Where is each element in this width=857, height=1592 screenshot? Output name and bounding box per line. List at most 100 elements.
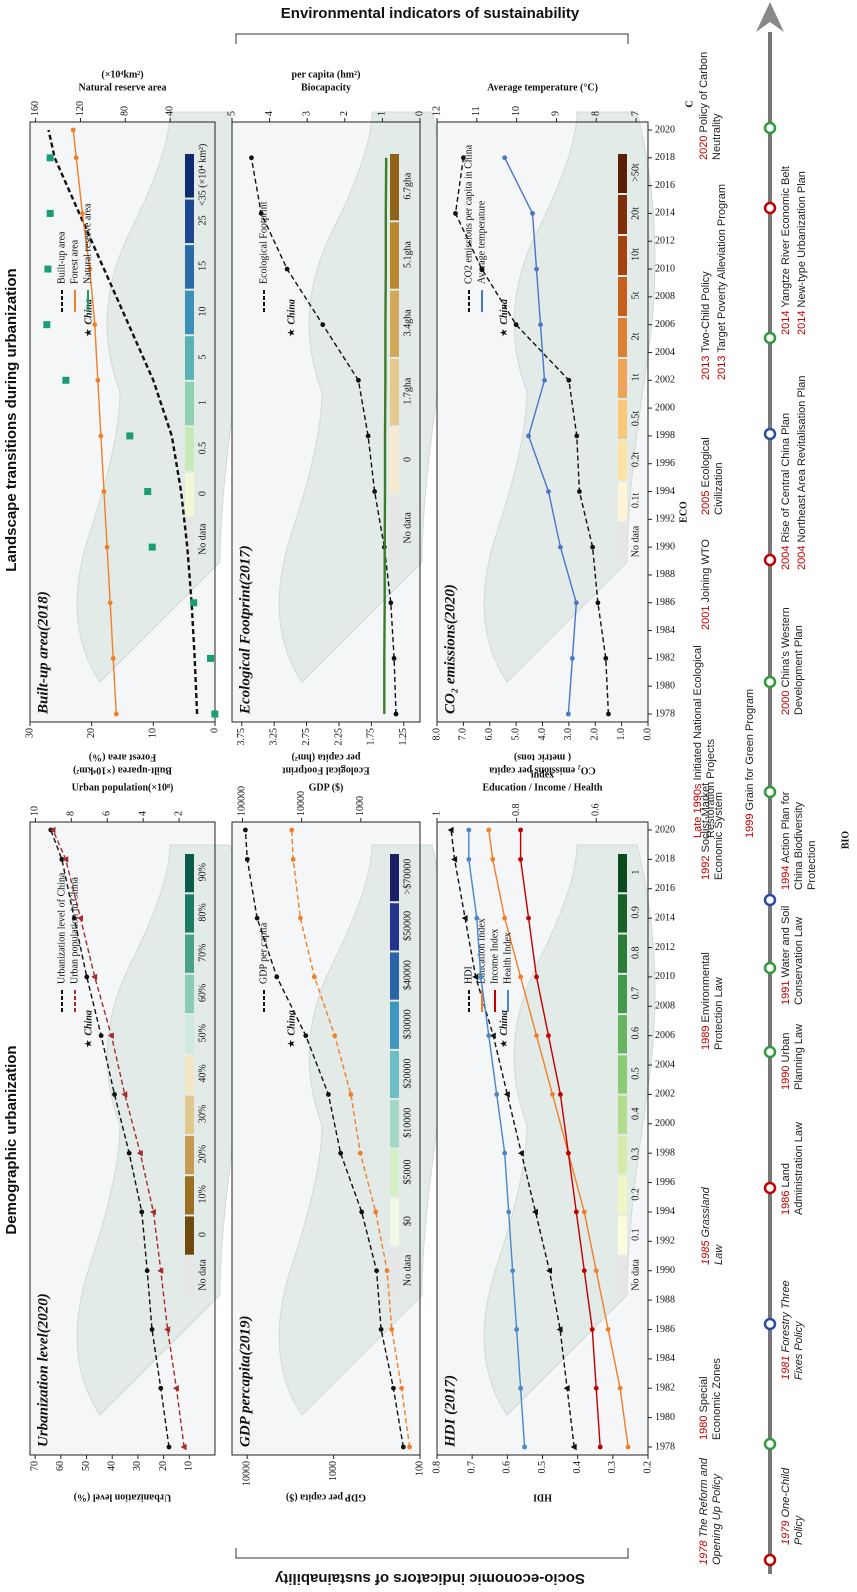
map-legend-swatch bbox=[185, 1095, 194, 1134]
marker bbox=[357, 1150, 363, 1156]
event-text: 1990 Urban Planning Law bbox=[780, 1006, 806, 1090]
marker bbox=[242, 827, 248, 833]
y-tick-label: 0.4 bbox=[572, 1461, 583, 1474]
group-heading: Socio-economic indicators of sustainabil… bbox=[274, 1570, 585, 1587]
plot-frame bbox=[29, 121, 216, 723]
event-year: 2005 bbox=[700, 490, 712, 515]
map-legend-label: 0.6 bbox=[630, 1027, 641, 1040]
marker bbox=[136, 1149, 143, 1157]
map-legend-swatch bbox=[618, 1216, 627, 1255]
map-legend-label: 30% bbox=[197, 1105, 208, 1123]
y-tick-label: 8.0 bbox=[431, 728, 442, 741]
marker bbox=[46, 154, 54, 162]
timeline-node bbox=[763, 1181, 777, 1195]
marker bbox=[603, 655, 609, 661]
marker bbox=[486, 827, 492, 833]
marker bbox=[593, 1268, 599, 1274]
x-tick-label: 1998 bbox=[655, 1147, 675, 1158]
map-legend-swatch bbox=[618, 974, 627, 1014]
y-tick-label: 4.0 bbox=[537, 728, 548, 741]
map-legend-swatch bbox=[185, 1055, 194, 1094]
event-text: 2013 Target Poverty Alleviation Program bbox=[716, 140, 729, 380]
map-legend-label: 0.5t bbox=[630, 411, 641, 427]
y-tick-label: 2.25 bbox=[333, 728, 344, 746]
x-tick-label: 1986 bbox=[655, 1324, 675, 1335]
china-star: ★ bbox=[83, 1039, 94, 1048]
x-tick-label: 1994 bbox=[655, 1206, 675, 1217]
map-legend-swatch bbox=[618, 400, 627, 439]
marker bbox=[172, 1385, 179, 1392]
map-legend-swatch bbox=[185, 894, 194, 933]
marker bbox=[460, 155, 466, 161]
marker bbox=[62, 856, 69, 863]
map-legend-label: 6.7gha bbox=[402, 172, 413, 200]
marker bbox=[311, 974, 317, 980]
event-text: 1980 Special Economic Zones bbox=[698, 1330, 724, 1440]
y2-tick-label: 9 bbox=[551, 111, 562, 116]
marker bbox=[506, 1209, 512, 1215]
y-tick-label: 0.6 bbox=[502, 1461, 513, 1474]
marker bbox=[303, 1033, 309, 1039]
map-legend-label: $20000 bbox=[402, 1059, 413, 1089]
marker bbox=[478, 974, 484, 980]
marker bbox=[625, 1444, 631, 1450]
map-legend-swatch bbox=[618, 318, 627, 357]
y2-axis-title: index bbox=[531, 769, 554, 780]
map-legend-swatch bbox=[618, 1176, 627, 1215]
series-line bbox=[72, 129, 117, 715]
marker bbox=[76, 914, 83, 922]
map-legend-swatch bbox=[618, 236, 627, 275]
y2-tick-label: 10 bbox=[511, 106, 522, 116]
marker bbox=[526, 915, 531, 921]
y-tick-label: 2.0 bbox=[590, 728, 601, 741]
map-legend-swatch bbox=[185, 199, 194, 244]
y2-tick-label: 0 bbox=[414, 111, 425, 116]
event-year: 1980 bbox=[698, 1415, 710, 1440]
map-legend-label: 0 bbox=[402, 457, 413, 462]
map-legend-label: 0.4 bbox=[630, 1108, 641, 1121]
map-legend-label: No data bbox=[402, 1254, 413, 1286]
map-legend-swatch bbox=[185, 1015, 194, 1054]
y-axis-title: CO₂ emissions per capita bbox=[489, 765, 595, 776]
marker bbox=[164, 1326, 171, 1333]
x-tick-label: 1988 bbox=[655, 569, 675, 580]
event-year: 2000 bbox=[780, 690, 792, 715]
marker bbox=[534, 266, 539, 272]
y-tick-label: 1.75 bbox=[366, 728, 377, 746]
marker bbox=[502, 915, 508, 921]
y2-axis-title: Urban population(×10⁸) bbox=[72, 782, 174, 793]
badge: C bbox=[684, 100, 695, 107]
marker bbox=[526, 433, 531, 439]
y-tick-label: 10000 bbox=[242, 1461, 253, 1486]
marker bbox=[502, 1150, 508, 1156]
map-legend-swatch bbox=[390, 1100, 399, 1148]
timeline-node bbox=[763, 1045, 777, 1059]
marker bbox=[494, 1092, 500, 1097]
marker bbox=[513, 322, 519, 328]
x-tick-label: 2000 bbox=[655, 402, 675, 413]
map-legend-swatch bbox=[185, 381, 194, 426]
map-legend-swatch bbox=[618, 523, 627, 562]
y-axis-title: per capita (hm²) bbox=[292, 752, 361, 763]
timeline-node bbox=[763, 675, 777, 689]
marker bbox=[356, 377, 361, 383]
marker bbox=[558, 544, 563, 550]
event-text: 2004 Rise of Central China Plan bbox=[780, 360, 793, 570]
map-legend-label: 3.4gha bbox=[402, 309, 413, 337]
map-legend-label: 0.1 bbox=[630, 1228, 641, 1241]
marker bbox=[573, 600, 579, 606]
legend-label: Health Index bbox=[502, 932, 513, 984]
y-tick-label: 5.0 bbox=[510, 728, 521, 741]
timeline-node bbox=[763, 785, 777, 799]
y2-tick-label: 3 bbox=[301, 111, 312, 116]
y-tick-label: 30 bbox=[24, 728, 35, 738]
panel-title: Built-up area(2018) bbox=[35, 591, 51, 715]
marker bbox=[502, 155, 508, 161]
marker bbox=[139, 1209, 145, 1215]
y2-axis-title: Biocapacity bbox=[301, 82, 351, 93]
map-legend-swatch bbox=[390, 1050, 399, 1099]
marker bbox=[44, 265, 52, 273]
event-text: 2020 Policy of Carbon Neutrality bbox=[698, 30, 724, 160]
bracket bbox=[235, 33, 629, 44]
